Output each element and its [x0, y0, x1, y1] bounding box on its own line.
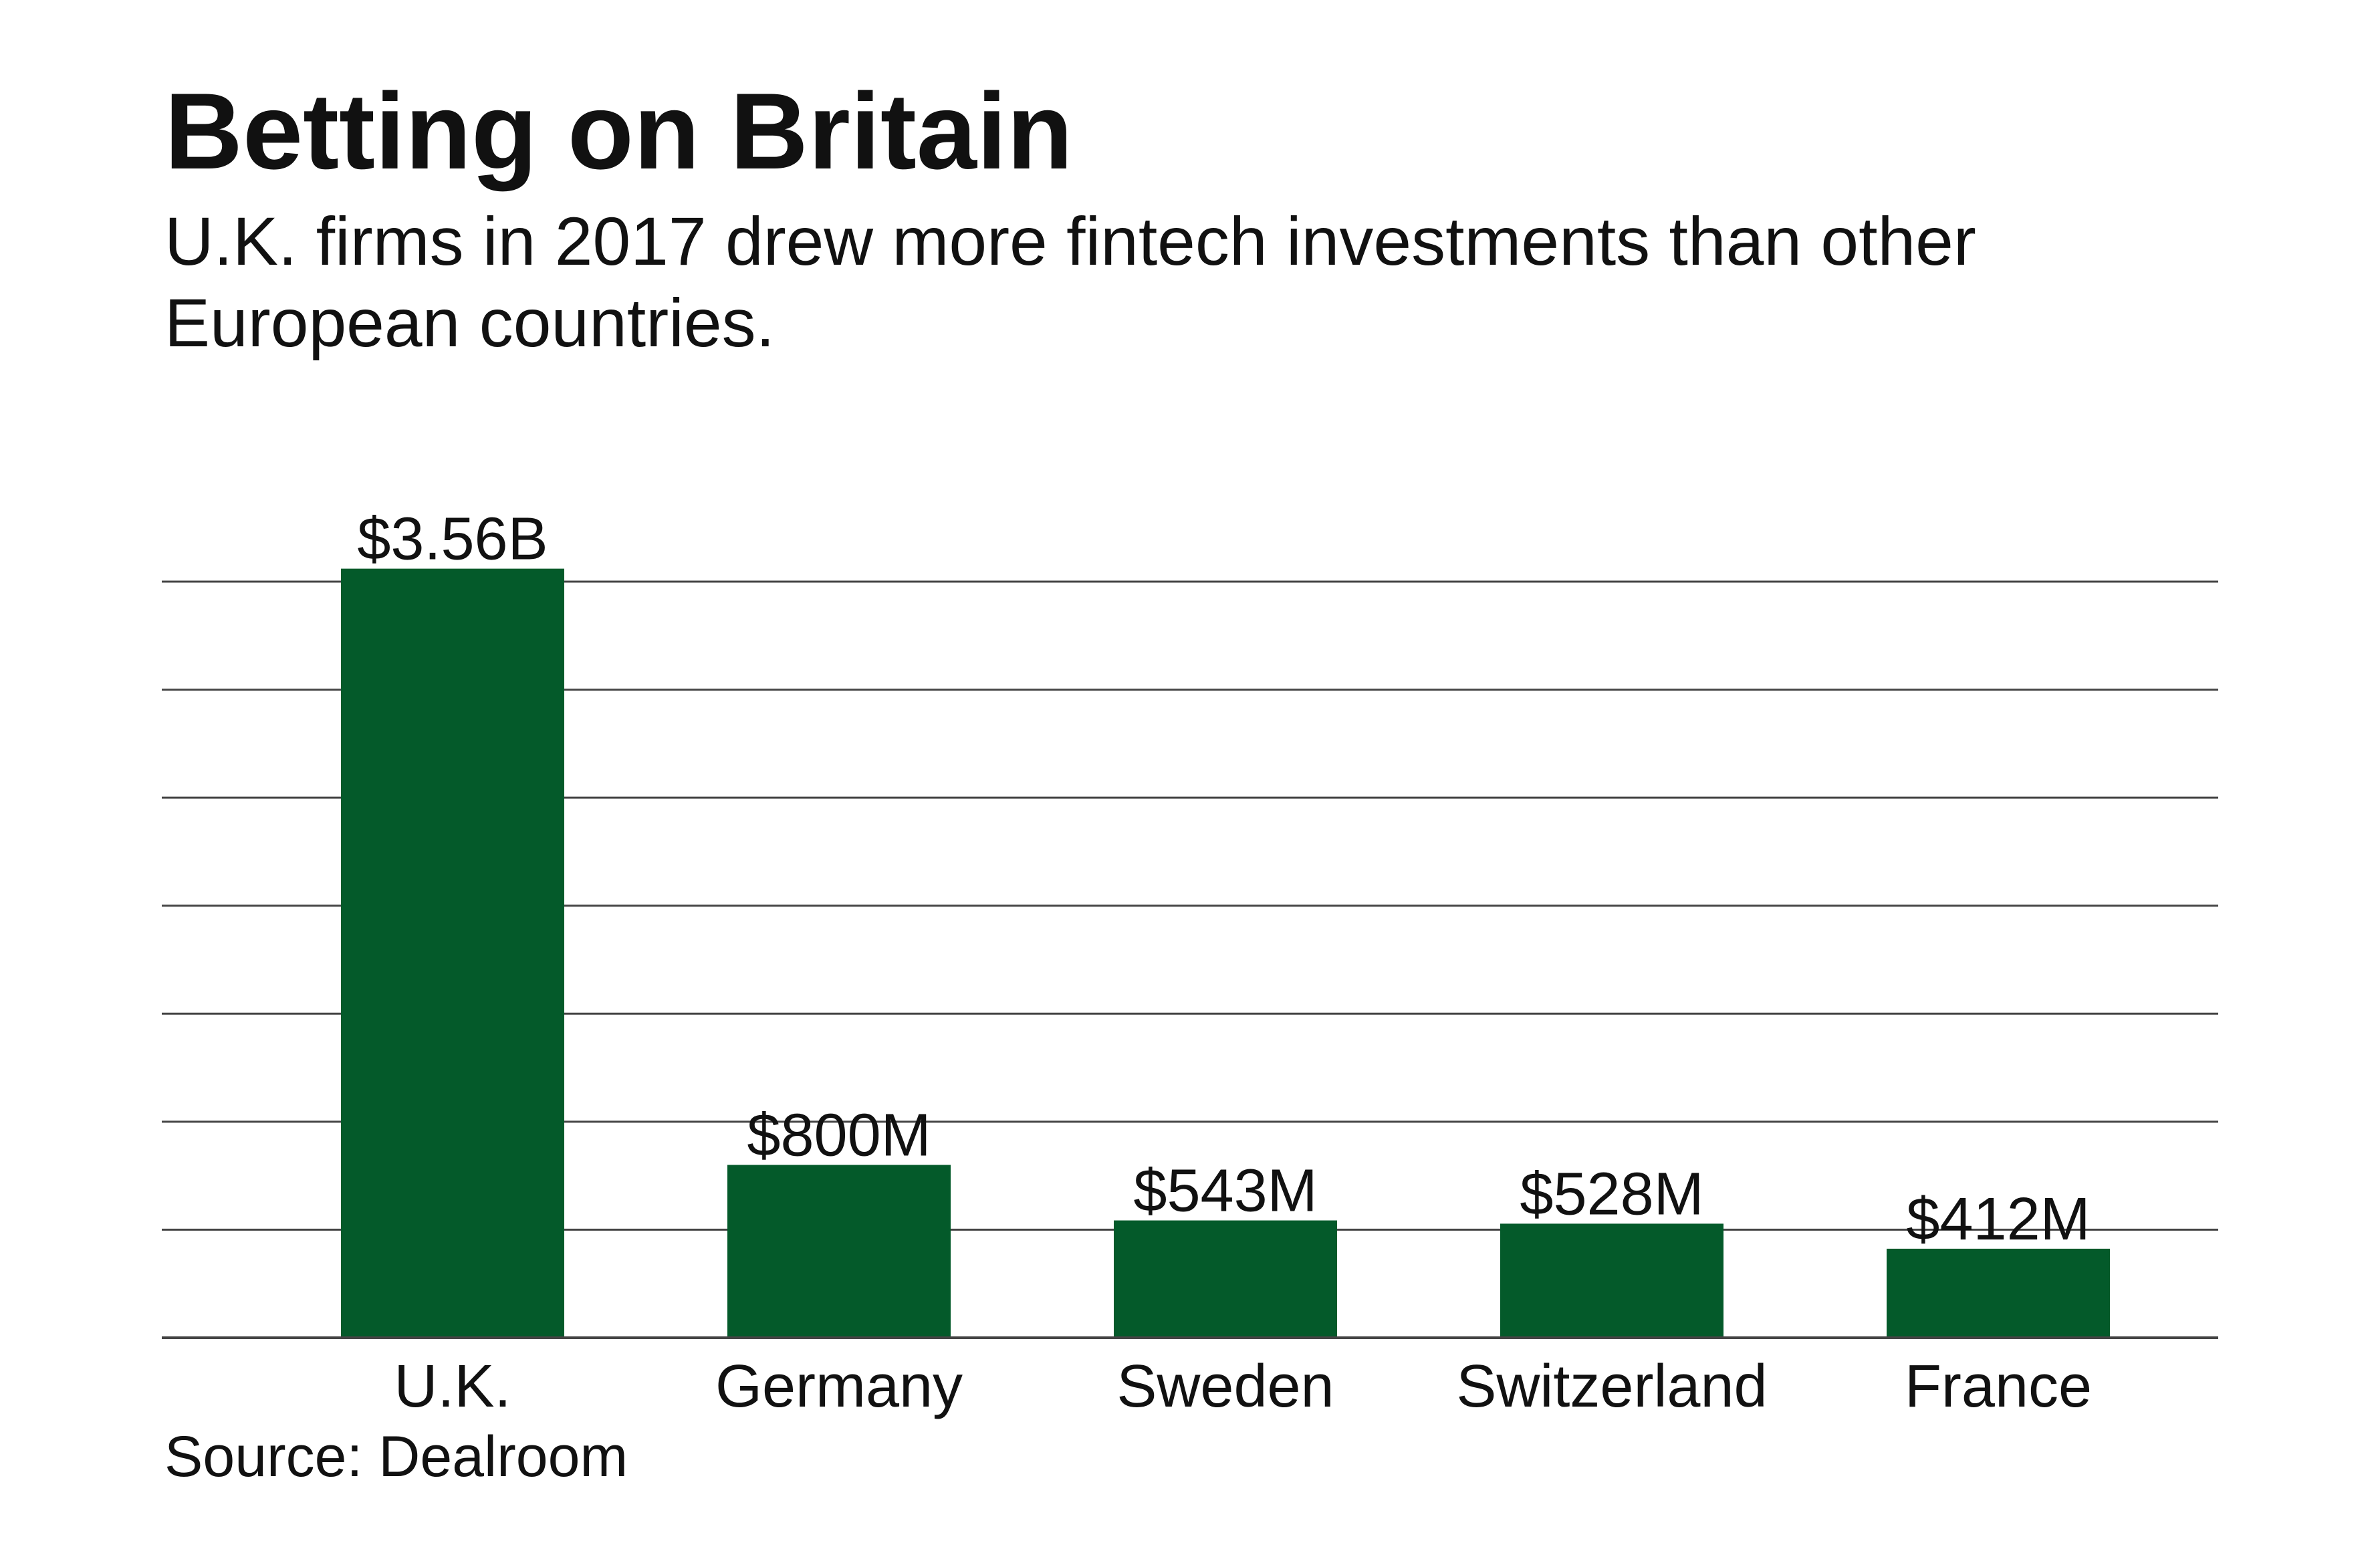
value-label: $412M — [1906, 1186, 2090, 1253]
bar — [1500, 1223, 1723, 1338]
bar — [1887, 1248, 2110, 1338]
bars — [341, 568, 2110, 1338]
bar — [341, 568, 564, 1338]
value-label: $528M — [1520, 1161, 1703, 1227]
value-label: $800M — [747, 1102, 931, 1169]
category-label: Switzerland — [1456, 1353, 1767, 1420]
value-label: $3.56B — [357, 506, 548, 573]
bar — [727, 1165, 951, 1338]
category-label: Germany — [715, 1353, 963, 1420]
source-note: Source: Dealroom — [164, 1425, 628, 1489]
category-label: Sweden — [1116, 1353, 1334, 1420]
value-labels: $3.56B $800M $543M $528M $412M — [357, 506, 2090, 1253]
category-labels: U.K. Germany Sweden Switzerland France — [394, 1353, 2092, 1420]
chart-subtitle: U.K. firms in 2017 drew more fintech inv… — [164, 203, 1976, 362]
value-label: $543M — [1133, 1158, 1317, 1225]
bar — [1114, 1220, 1337, 1338]
category-label: U.K. — [394, 1353, 511, 1420]
chart-title: Betting on Britain — [164, 71, 1073, 192]
category-label: France — [1905, 1353, 2092, 1420]
